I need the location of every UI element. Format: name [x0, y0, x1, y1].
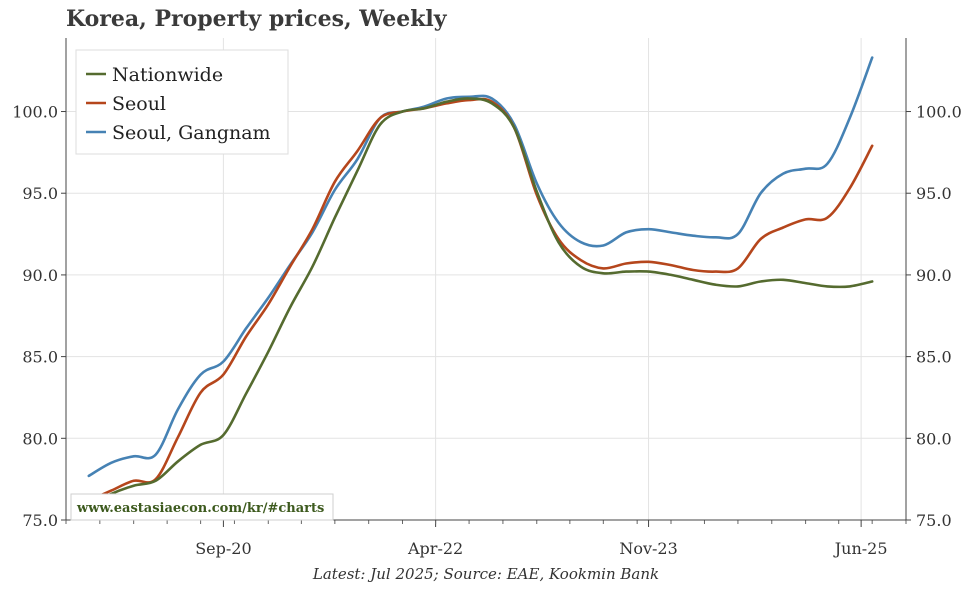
y-tick-label-left: 95.0: [22, 184, 58, 203]
series-line-seoul-gangnam: [87, 56, 874, 478]
y-tick-label-left: 75.0: [22, 511, 58, 530]
legend-label-seoul: Seoul: [112, 93, 166, 115]
watermark: www.eastasiaecon.com/kr/#charts: [70, 493, 334, 521]
series-line-nationwide: [87, 97, 874, 507]
x-tick-label: Apr-22: [407, 539, 463, 558]
x-tick-label: Jun-25: [833, 539, 888, 558]
series-lines: [87, 56, 874, 507]
watermark-text: www.eastasiaecon.com/kr/#charts: [76, 501, 324, 516]
series-line-seoul: [87, 97, 874, 502]
source-footnote: Latest: Jul 2025; Source: EAE, Kookmin B…: [312, 565, 660, 583]
y-tick-label-right: 80.0: [916, 429, 952, 448]
chart-title: Korea, Property prices, Weekly: [66, 6, 447, 32]
y-tick-label-left: 90.0: [22, 266, 58, 285]
y-tick-label-left: 80.0: [22, 429, 58, 448]
y-tick-label-right: 90.0: [916, 266, 952, 285]
y-tick-label-left: 85.0: [22, 348, 58, 367]
grid-lines: [66, 38, 906, 521]
x-tick-label: Sep-20: [195, 539, 251, 558]
x-tick-label: Nov-23: [619, 539, 677, 558]
legend-label-seoul-gangnam: Seoul, Gangnam: [112, 122, 271, 144]
y-tick-label-right: 95.0: [916, 184, 952, 203]
y-tick-label-right: 75.0: [916, 511, 952, 530]
legend-label-nationwide: Nationwide: [112, 64, 223, 86]
y-tick-label-left: 100.0: [12, 103, 58, 122]
y-tick-label-right: 100.0: [916, 103, 962, 122]
watermark-box: [70, 493, 334, 521]
y-tick-label-right: 85.0: [916, 348, 952, 367]
legend-box: [75, 49, 289, 155]
axes: 75.0 75.0 80.0 80.0 85.0 85.0 90.0 90.0 95.0 95.0…: [12, 38, 962, 558]
legend: Nationwide Seoul Seoul, Gangnam: [75, 49, 289, 155]
